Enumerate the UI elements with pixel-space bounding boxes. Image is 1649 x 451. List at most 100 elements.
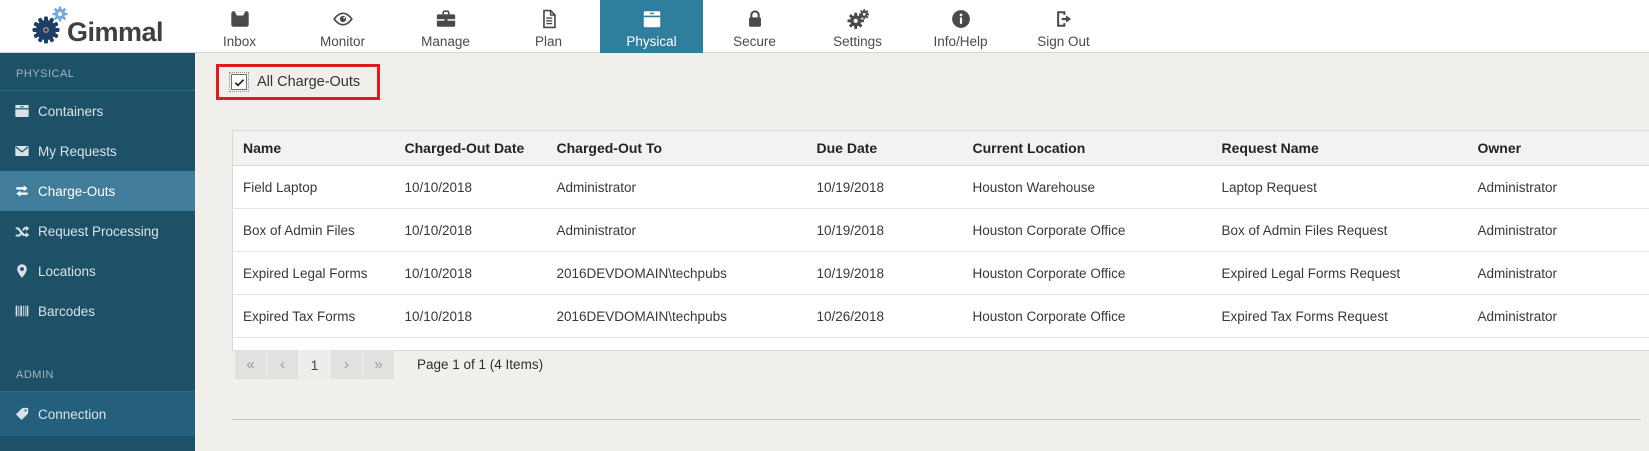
column-header-name[interactable]: Name <box>243 140 282 156</box>
cell-current-location: Houston Warehouse <box>972 179 1096 195</box>
sidebar-item-label: Barcodes <box>38 303 96 319</box>
gears-icon <box>846 7 870 31</box>
pager-last-button[interactable]: » <box>363 350 394 379</box>
tab-label: Settings <box>833 34 882 49</box>
tab-settings[interactable]: Settings <box>806 0 909 53</box>
tab-secure[interactable]: Secure <box>703 0 806 53</box>
tab-sign-out[interactable]: Sign Out <box>1012 0 1115 53</box>
briefcase-icon <box>434 7 458 31</box>
sidebar: PHYSICAL Containers My Requests Charge-O… <box>0 53 195 451</box>
sidebar-item-label: Connection <box>38 406 107 422</box>
sidebar-item-containers[interactable]: Containers <box>0 91 195 131</box>
cell-charged-out-to: 2016DEVDOMAIN\techpubs <box>556 308 727 324</box>
cell-request-name: Laptop Request <box>1221 179 1317 195</box>
cell-due-date: 10/26/2018 <box>816 308 885 324</box>
cell-request-name: Box of Admin Files Request <box>1221 222 1388 238</box>
tab-monitor[interactable]: Monitor <box>291 0 394 53</box>
tab-physical[interactable]: Physical <box>600 0 703 53</box>
tab-info-help[interactable]: Info/Help <box>909 0 1012 53</box>
table-row[interactable]: Expired Tax Forms 10/10/2018 2016DEVDOMA… <box>232 294 1649 338</box>
sidebar-item-label: Locations <box>38 263 96 279</box>
sidebar-item-label: Containers <box>38 103 104 119</box>
brand-logo: Gimmal <box>30 4 164 55</box>
sidebar-item-locations[interactable]: Locations <box>0 251 195 291</box>
tab-label: Info/Help <box>933 34 988 49</box>
inbox-icon <box>228 7 252 31</box>
column-header-charged-out-date[interactable]: Charged-Out Date <box>404 140 525 156</box>
cell-due-date: 10/19/2018 <box>816 222 885 238</box>
column-header-request-name[interactable]: Request Name <box>1221 140 1319 156</box>
table-row[interactable]: Box of Admin Files 10/10/2018 Administra… <box>232 208 1649 252</box>
pager-next-button[interactable]: › <box>331 350 362 379</box>
annotation-highlight-box: All Charge-Outs <box>216 64 381 100</box>
sidebar-item-barcodes[interactable]: Barcodes <box>0 291 195 331</box>
shuffle-icon <box>13 223 30 240</box>
topbar: Gimmal Inbox Monitor Manage Plan <box>0 0 1649 53</box>
tab-label: Plan <box>534 34 563 49</box>
all-charge-outs-checkbox[interactable]: All Charge-Outs <box>219 67 377 97</box>
barcode-icon <box>13 303 30 320</box>
pager-page-1-button[interactable]: 1 <box>299 350 330 379</box>
top-nav: Inbox Monitor Manage Plan Physical <box>188 0 1115 53</box>
tab-inbox[interactable]: Inbox <box>188 0 291 53</box>
section-label-admin: ADMIN <box>0 354 195 392</box>
archive-box-icon <box>640 7 664 31</box>
cell-name: Field Laptop <box>243 179 318 195</box>
sidebar-item-connection[interactable]: Connection <box>0 392 195 436</box>
cell-owner: Administrator <box>1477 308 1558 324</box>
cell-owner: Administrator <box>1477 265 1558 281</box>
sign-out-icon <box>1052 7 1076 31</box>
document-icon <box>537 7 561 31</box>
pager-prev-button[interactable]: ‹ <box>267 350 298 379</box>
cell-current-location: Houston Corporate Office <box>972 265 1126 281</box>
table-row[interactable]: Expired Legal Forms 10/10/2018 2016DEVDO… <box>232 251 1649 295</box>
sidebar-section-physical: PHYSICAL Containers My Requests Charge-O… <box>0 53 195 331</box>
table-footer-strip <box>232 337 1649 351</box>
pager-status: Page 1 of 1 (4 Items) <box>417 357 544 372</box>
tab-plan[interactable]: Plan <box>497 0 600 53</box>
cell-charged-out-date: 10/10/2018 <box>404 222 473 238</box>
cell-name: Box of Admin Files <box>243 222 355 238</box>
content-bottom-divider <box>232 419 1641 420</box>
column-header-current-location[interactable]: Current Location <box>972 140 1086 156</box>
sidebar-item-request-processing[interactable]: Request Processing <box>0 211 195 251</box>
sidebar-item-label: Charge-Outs <box>38 183 116 199</box>
column-header-charged-out-to[interactable]: Charged-Out To <box>556 140 663 156</box>
cell-due-date: 10/19/2018 <box>816 179 885 195</box>
section-label-physical: PHYSICAL <box>0 53 195 91</box>
tab-label: Inbox <box>222 34 257 49</box>
cell-owner: Administrator <box>1477 222 1558 238</box>
sidebar-item-label: My Requests <box>38 143 117 159</box>
pager: « ‹ 1 › » Page 1 of 1 (4 Items) <box>235 350 543 379</box>
cell-charged-out-date: 10/10/2018 <box>404 265 473 281</box>
sidebar-item-charge-outs[interactable]: Charge-Outs <box>0 171 195 211</box>
tab-manage[interactable]: Manage <box>394 0 497 53</box>
sidebar-item-my-requests[interactable]: My Requests <box>0 131 195 171</box>
cell-name: Expired Tax Forms <box>243 308 356 324</box>
column-header-owner[interactable]: Owner <box>1477 140 1522 156</box>
lock-icon <box>743 7 767 31</box>
cell-charged-out-date: 10/10/2018 <box>404 179 473 195</box>
tab-label: Monitor <box>319 34 365 49</box>
envelope-icon <box>13 143 30 160</box>
cell-current-location: Houston Corporate Office <box>972 222 1126 238</box>
tab-label: Manage <box>421 34 470 49</box>
tab-label: Secure <box>733 34 776 49</box>
cell-name: Expired Legal Forms <box>243 265 368 281</box>
container-box-icon <box>13 103 30 120</box>
column-header-due-date[interactable]: Due Date <box>816 140 878 156</box>
cell-charged-out-date: 10/10/2018 <box>404 308 473 324</box>
cell-request-name: Expired Tax Forms Request <box>1221 308 1388 324</box>
cell-current-location: Houston Corporate Office <box>972 308 1126 324</box>
swap-arrows-icon <box>13 183 30 200</box>
table-header: Name Charged-Out Date Charged-Out To Due… <box>232 130 1649 166</box>
cell-charged-out-to: Administrator <box>556 222 637 238</box>
cell-charged-out-to: 2016DEVDOMAIN\techpubs <box>556 265 727 281</box>
tag-icon <box>13 406 30 423</box>
sidebar-section-admin: ADMIN Connection <box>0 354 195 436</box>
cell-due-date: 10/19/2018 <box>816 265 885 281</box>
pager-first-button[interactable]: « <box>235 350 266 379</box>
checkbox-checked-icon[interactable] <box>229 72 249 92</box>
main-content: All Charge-Outs Name Charged-Out Date Ch… <box>195 53 1649 451</box>
table-row[interactable]: Field Laptop 10/10/2018 Administrator 10… <box>232 165 1649 209</box>
